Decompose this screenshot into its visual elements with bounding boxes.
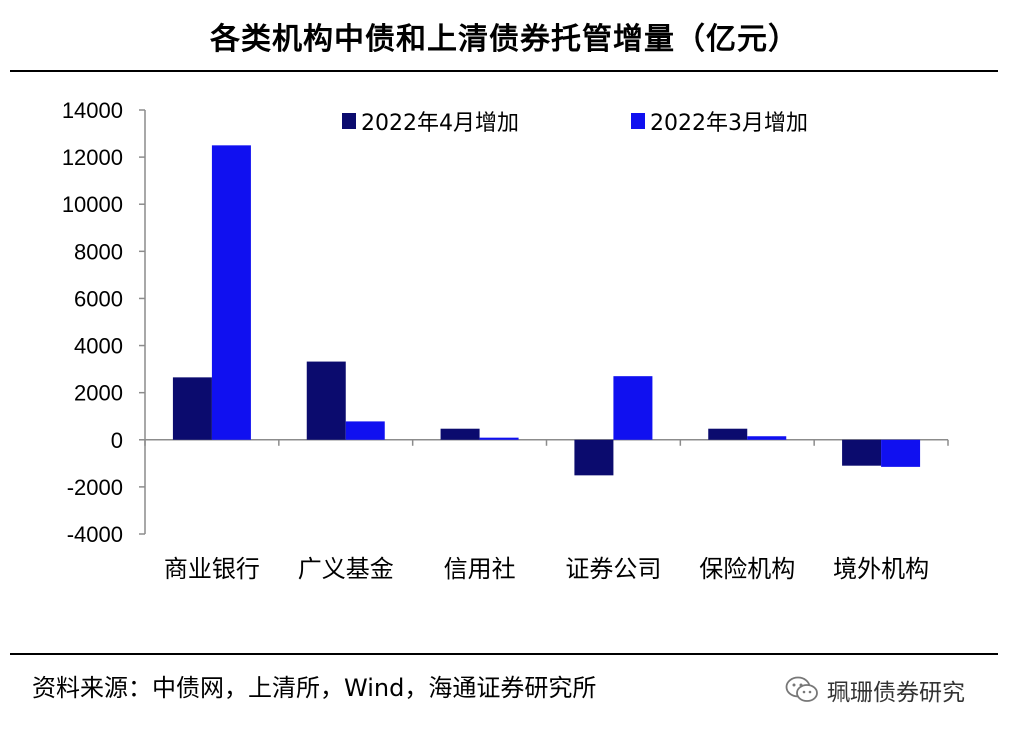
y-tick-label: -4000 bbox=[67, 522, 123, 547]
legend-label-april: 2022年4月增加 bbox=[361, 111, 519, 136]
bar-april bbox=[842, 439, 882, 466]
x-category-label: 证券公司 bbox=[565, 555, 661, 583]
watermark-text: 珮珊债券研究 bbox=[827, 680, 965, 706]
source-note: 资料来源：中债网，上清所，Wind，海通证券研究所 bbox=[32, 674, 597, 702]
watermark: 珮珊债券研究 bbox=[785, 673, 965, 707]
bar-chart: -4000 -2000 0 2000 4000 6000 8000 10000 12000 140… bbox=[62, 98, 949, 583]
bar-march bbox=[881, 439, 921, 467]
legend-swatch-march bbox=[631, 113, 645, 129]
bar-march bbox=[747, 436, 787, 440]
y-tick-label: 12000 bbox=[62, 145, 123, 170]
title-divider bbox=[10, 70, 998, 72]
y-tick-label: 8000 bbox=[74, 239, 123, 264]
bar-march bbox=[479, 437, 519, 440]
bar-april bbox=[306, 361, 346, 440]
y-tick-label: 2000 bbox=[74, 381, 123, 406]
legend-swatch-april bbox=[342, 113, 356, 129]
x-category-label: 商业银行 bbox=[164, 555, 260, 583]
bar-april bbox=[574, 439, 614, 476]
y-tick-label: 10000 bbox=[62, 192, 123, 217]
y-tick-label: 0 bbox=[111, 428, 123, 453]
bar-april bbox=[172, 377, 212, 440]
y-tick-label: 14000 bbox=[62, 98, 123, 123]
wechat-icon bbox=[785, 676, 818, 702]
y-tick-label: -2000 bbox=[67, 475, 123, 500]
x-category-label: 信用社 bbox=[444, 555, 516, 583]
bar-april bbox=[708, 428, 748, 440]
legend-label-march: 2022年3月增加 bbox=[650, 111, 808, 136]
bar-march bbox=[211, 145, 251, 440]
bar-march bbox=[345, 421, 385, 440]
x-category-label: 保险机构 bbox=[699, 555, 795, 583]
bar-april bbox=[440, 428, 480, 440]
y-tick-label: 6000 bbox=[74, 286, 123, 311]
x-category-label: 广义基金 bbox=[298, 555, 394, 583]
bar-march bbox=[613, 376, 653, 440]
source-divider bbox=[10, 653, 998, 655]
x-category-label: 境外机构 bbox=[833, 555, 929, 583]
chart-title: 各类机构中债和上清债券托管增量（亿元） bbox=[210, 22, 799, 57]
y-tick-label: 4000 bbox=[74, 334, 123, 359]
